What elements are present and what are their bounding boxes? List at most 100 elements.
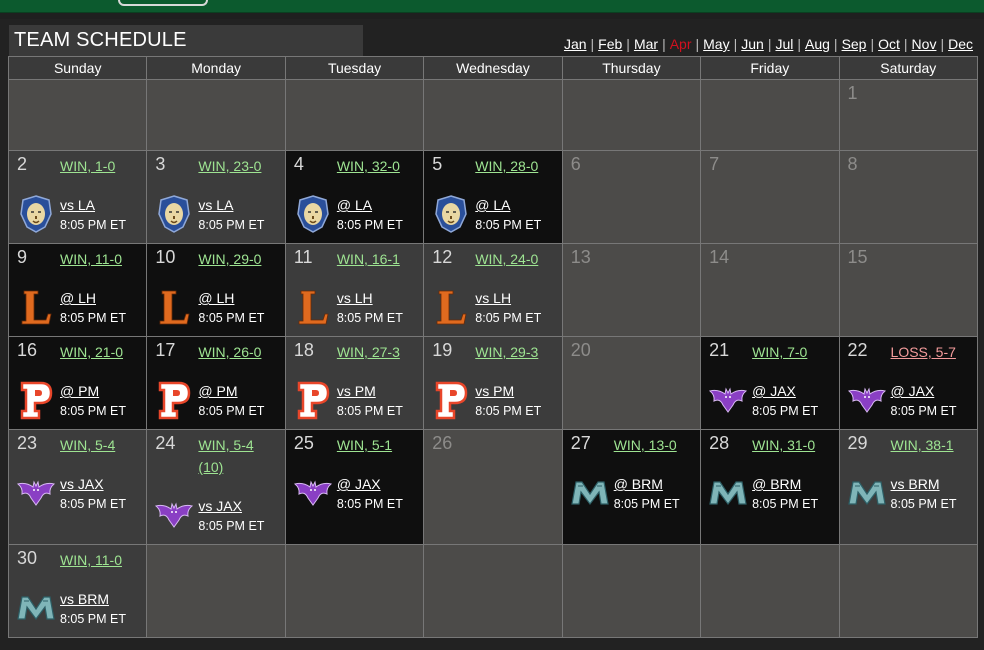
weekday-header-friday: Friday xyxy=(700,56,840,80)
game-time: 8:05 PM ET xyxy=(198,404,265,418)
game-time: 8:05 PM ET xyxy=(336,497,403,511)
page-title: TEAM SCHEDULE xyxy=(14,29,187,51)
game-result-link[interactable]: WIN, 28-0 xyxy=(475,158,539,174)
matchup-link[interactable]: @ LA xyxy=(475,197,511,213)
day-cell-game: 19 WIN, 29-3 vs PM 8:05 PM ET xyxy=(423,336,563,430)
matchup-link[interactable]: vs LA xyxy=(198,197,234,213)
day-cell-game: 3 WIN, 23-0 vs LA 8:05 PM ET xyxy=(146,150,286,244)
game-result-link[interactable]: WIN, 38-1 xyxy=(890,437,954,453)
day-number: 22 xyxy=(847,340,868,360)
game-result-link[interactable]: WIN, 11-0 xyxy=(60,251,122,267)
game-result-link[interactable]: WIN, 29-3 xyxy=(475,344,539,360)
matchup-link[interactable]: @ JAX xyxy=(890,383,935,399)
matchup-link[interactable]: vs JAX xyxy=(60,476,104,492)
game-result-link[interactable]: WIN, 27-3 xyxy=(336,344,400,360)
month-link-jul[interactable]: Jul xyxy=(775,36,794,52)
month-link-aug[interactable]: Aug xyxy=(805,36,830,52)
month-link-mar[interactable]: Mar xyxy=(633,36,659,52)
game-result-link[interactable]: WIN, 1-0 xyxy=(60,158,116,174)
empty-day-cell xyxy=(423,79,563,151)
day-cell-game: 2 WIN, 1-0 vs LA 8:05 PM ET xyxy=(7,150,148,244)
game-time: 8:05 PM ET xyxy=(198,311,265,325)
matchup-link[interactable]: @ PM xyxy=(198,383,238,399)
game-result-link[interactable]: WIN, 16-1 xyxy=(336,251,400,267)
game-result-link[interactable]: WIN, 11-0 xyxy=(60,552,122,568)
game-result-link[interactable]: WIN, 32-0 xyxy=(336,158,400,174)
game-result-link[interactable]: WIN, 5-4 (10) xyxy=(198,437,254,475)
game-result-link[interactable]: WIN, 31-0 xyxy=(752,437,816,453)
matchup-link[interactable]: vs PM xyxy=(336,383,376,399)
matchup-link[interactable]: @ LH xyxy=(198,290,235,306)
day-cell-game: 4 WIN, 32-0 @ LA 8:05 PM ET xyxy=(284,150,425,244)
day-cell-game: 10 WIN, 29-0 @ LH 8:05 PM ET xyxy=(146,243,286,337)
matchup-link[interactable]: @ LH xyxy=(60,290,96,306)
matchup-link[interactable]: @ BRM xyxy=(613,476,663,492)
matchup-link[interactable]: vs LA xyxy=(60,197,96,213)
day-number: 18 xyxy=(293,340,314,360)
month-link-may[interactable]: May xyxy=(703,36,730,52)
game-result-link[interactable]: WIN, 5-1 xyxy=(336,437,393,453)
game-time: 8:05 PM ET xyxy=(475,311,542,325)
calendar-week-row: 23 WIN, 5-4 vs JAX 8:05 PM ET 24 WIN, 5-4 (10… xyxy=(7,429,979,545)
empty-day-cell xyxy=(146,79,286,151)
empty-day-cell xyxy=(7,79,148,151)
day-cell-no-game: 20 xyxy=(561,336,702,430)
day-number: 21 xyxy=(709,340,730,360)
matchup-link[interactable]: vs BRM xyxy=(890,476,940,492)
game-result-link[interactable]: WIN, 13-0 xyxy=(613,437,677,453)
game-result-link[interactable]: WIN, 21-0 xyxy=(60,344,124,360)
month-nav: Jan | Feb | Mar | Apr | May | Jun | Jul | Aug | Sep | Oct |… xyxy=(564,36,973,52)
empty-day-cell xyxy=(561,79,702,151)
matchup-link[interactable]: @ JAX xyxy=(752,383,796,399)
top-nav-button[interactable] xyxy=(118,0,208,6)
day-number: 30 xyxy=(17,548,38,568)
lion-logo-icon xyxy=(433,194,469,234)
game-result-link[interactable]: WIN, 5-4 xyxy=(60,437,116,453)
matchup-link[interactable]: vs JAX xyxy=(198,498,242,514)
game-time: 8:05 PM ET xyxy=(60,218,126,232)
month-link-dec[interactable]: Dec xyxy=(948,36,973,52)
game-time: 8:05 PM ET xyxy=(613,497,680,511)
game-result-link[interactable]: WIN, 7-0 xyxy=(752,344,808,360)
game-result-link[interactable]: WIN, 24-0 xyxy=(475,251,539,267)
day-number: 29 xyxy=(847,433,868,453)
bat-logo-icon xyxy=(293,478,333,508)
game-time: 8:05 PM ET xyxy=(336,404,403,418)
matchup-link[interactable]: vs PM xyxy=(475,383,515,399)
day-number: 15 xyxy=(847,247,868,267)
day-number: 1 xyxy=(847,83,858,103)
month-link-sep[interactable]: Sep xyxy=(841,36,867,52)
matchup-link[interactable]: @ PM xyxy=(60,383,100,399)
letter-m-logo-icon xyxy=(708,478,748,508)
day-number: 3 xyxy=(155,154,166,174)
game-result-link[interactable]: WIN, 29-0 xyxy=(198,251,262,267)
matchup-link[interactable]: vs BRM xyxy=(60,591,109,607)
empty-day-cell xyxy=(284,79,425,151)
calendar-week-row: 9 WIN, 11-0 @ LH 8:05 PM ET 10 WIN, 29-0 @ LH 8… xyxy=(7,243,979,337)
month-link-oct[interactable]: Oct xyxy=(878,36,900,52)
day-number: 14 xyxy=(709,247,730,267)
weekday-header-saturday: Saturday xyxy=(838,56,979,80)
month-link-apr[interactable]: Apr xyxy=(669,36,692,52)
month-link-jun[interactable]: Jun xyxy=(741,36,764,52)
month-link-jan[interactable]: Jan xyxy=(563,36,587,52)
game-result-link[interactable]: WIN, 23-0 xyxy=(198,158,262,174)
day-cell-no-game: 26 xyxy=(423,429,563,545)
matchup-link[interactable]: vs LH xyxy=(336,290,373,306)
month-link-feb[interactable]: Feb xyxy=(598,36,623,52)
matchup-link[interactable]: @ BRM xyxy=(752,476,802,492)
lion-logo-icon xyxy=(295,194,331,234)
month-link-nov[interactable]: Nov xyxy=(911,36,937,52)
matchup-link[interactable]: vs LH xyxy=(475,290,512,306)
day-cell-game: 28 WIN, 31-0 @ BRM 8:05 PM ET xyxy=(700,429,840,545)
matchup-link[interactable]: @ LA xyxy=(336,197,373,213)
bat-logo-icon xyxy=(154,500,194,530)
letter-p-logo-icon xyxy=(156,380,192,420)
month-separator: | xyxy=(695,36,700,52)
game-time: 8:05 PM ET xyxy=(60,311,126,325)
lion-logo-icon xyxy=(156,194,192,234)
game-result-link[interactable]: WIN, 26-0 xyxy=(198,344,262,360)
matchup-link[interactable]: @ JAX xyxy=(336,476,381,492)
letter-l-logo-icon xyxy=(433,287,469,327)
game-result-link[interactable]: LOSS, 5-7 xyxy=(890,344,956,360)
